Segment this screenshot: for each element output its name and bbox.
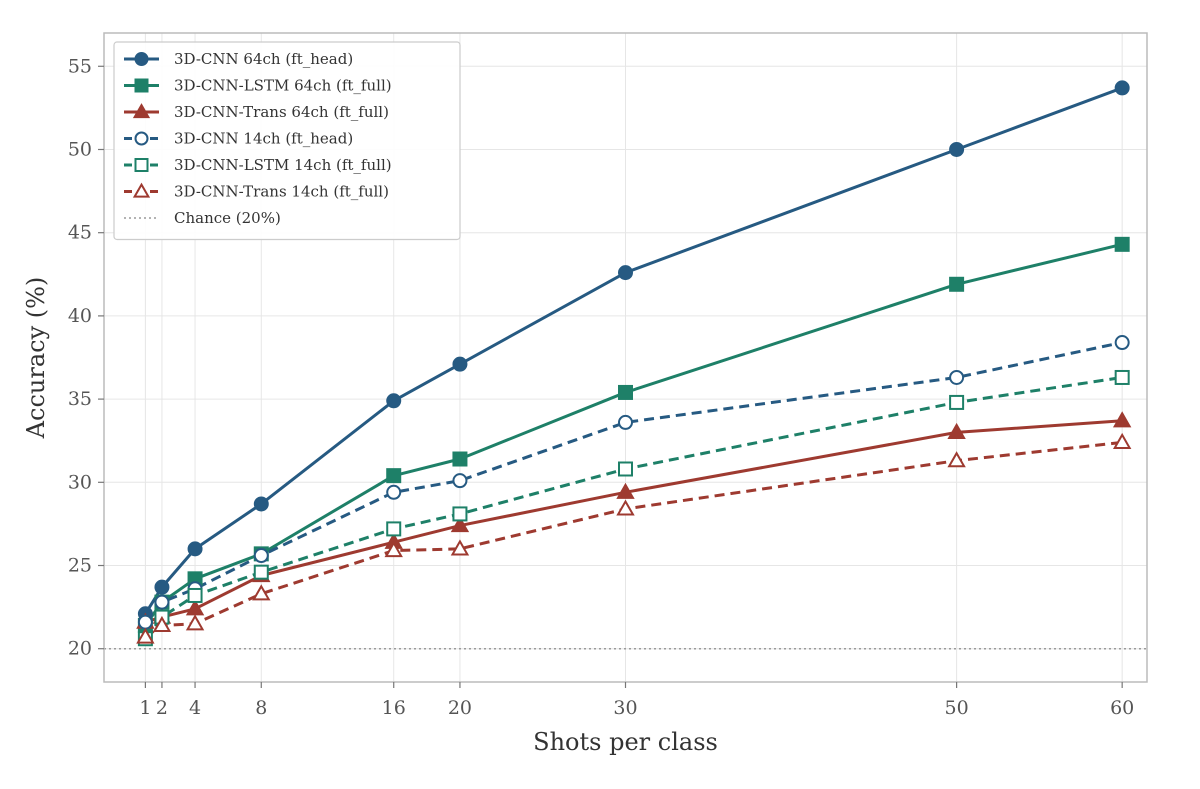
y-tick-label: 25 [68,555,92,577]
data-point [386,521,402,537]
data-point [384,541,403,558]
y-tick-label: 45 [68,222,92,244]
y-tick-label: 50 [68,138,92,160]
data-point [187,587,203,603]
x-tick-label: 4 [189,697,201,719]
data-point [947,422,966,439]
data-point [452,473,468,489]
data-point [616,499,635,516]
x-tick-label: 50 [945,697,969,719]
x-tick-label: 8 [255,697,267,719]
y-tick-label: 20 [68,638,92,660]
data-point [452,356,468,372]
data-point [450,516,470,533]
x-axis-label: Shots per class [533,728,718,756]
data-point [949,394,965,410]
legend-label: 3D-CNN-LSTM 14ch (ft_full) [174,156,392,174]
data-point [618,461,633,477]
data-point [949,276,965,292]
series-line-4 [144,341,1123,624]
data-point [1114,236,1130,252]
y-tick-label: 40 [68,305,92,327]
legend-label: 3D-CNN-Trans 64ch (ft_full) [174,103,389,121]
x-tick-label: 20 [448,697,472,719]
data-point [618,384,633,400]
data-point [452,506,468,522]
y-tick-label: 35 [68,388,92,410]
series-line-5 [144,375,1123,640]
legend-swatch-marker [134,52,149,66]
legend-swatch-marker [134,131,149,146]
data-point [1112,432,1132,449]
data-point [1114,80,1130,96]
x-tick-label: 16 [382,697,406,719]
x-tick-label: 30 [613,697,637,719]
legend-label: 3D-CNN-Trans 14ch (ft_full) [174,183,389,201]
data-point [154,579,170,595]
data-point [185,599,205,616]
data-point [616,482,635,499]
data-point [154,594,170,610]
data-point [152,615,172,633]
data-point [949,141,965,157]
data-point [452,451,468,467]
series-markers [136,80,1132,647]
data-point [949,369,965,385]
legend: 3D-CNN 64ch (ft_head) 3D-CNN-LSTM 64ch (f… [113,41,461,241]
legend-swatch-marker [134,78,149,93]
data-point [253,496,269,512]
x-tick-label: 1 [139,697,151,719]
y-axis-ticks: 20 25 30 35 40 45 50 55 [68,55,104,660]
data-point [386,484,402,500]
x-tick-label: 60 [1110,697,1134,719]
data-point [618,414,633,430]
data-point [386,468,402,484]
data-point [136,627,155,644]
data-point [252,584,271,601]
data-point [253,564,269,580]
legend-label: Chance (20%) [174,209,281,227]
y-axis-label: Accuracy (%) [22,277,50,440]
legend-label: 3D-CNN-LSTM 64ch (ft_full) [174,77,392,95]
series-line-3 [144,419,1123,624]
legend-swatch-marker [134,158,149,172]
data-point [1114,369,1130,385]
data-point [185,614,205,631]
data-point [137,614,153,630]
series-line-6 [144,440,1123,639]
data-point [386,393,402,409]
y-tick-label: 55 [68,55,92,77]
legend-box [113,41,461,241]
data-point [1112,411,1132,428]
data-point [187,541,203,557]
x-tick-label: 2 [156,697,168,719]
legend-label: 3D-CNN 64ch (ft_head) [174,50,353,68]
y-tick-label: 30 [68,471,92,493]
data-point [1114,335,1130,351]
data-point [618,265,633,281]
data-point [947,451,966,468]
x-axis-ticks: 1 2 4 8 16 20 30 50 60 [139,682,1134,719]
data-point [450,539,470,556]
legend-label: 3D-CNN 14ch (ft_head) [174,130,353,148]
data-point [253,548,269,564]
legend-swatch-marker [132,103,151,119]
legend-swatch-marker [132,182,151,198]
